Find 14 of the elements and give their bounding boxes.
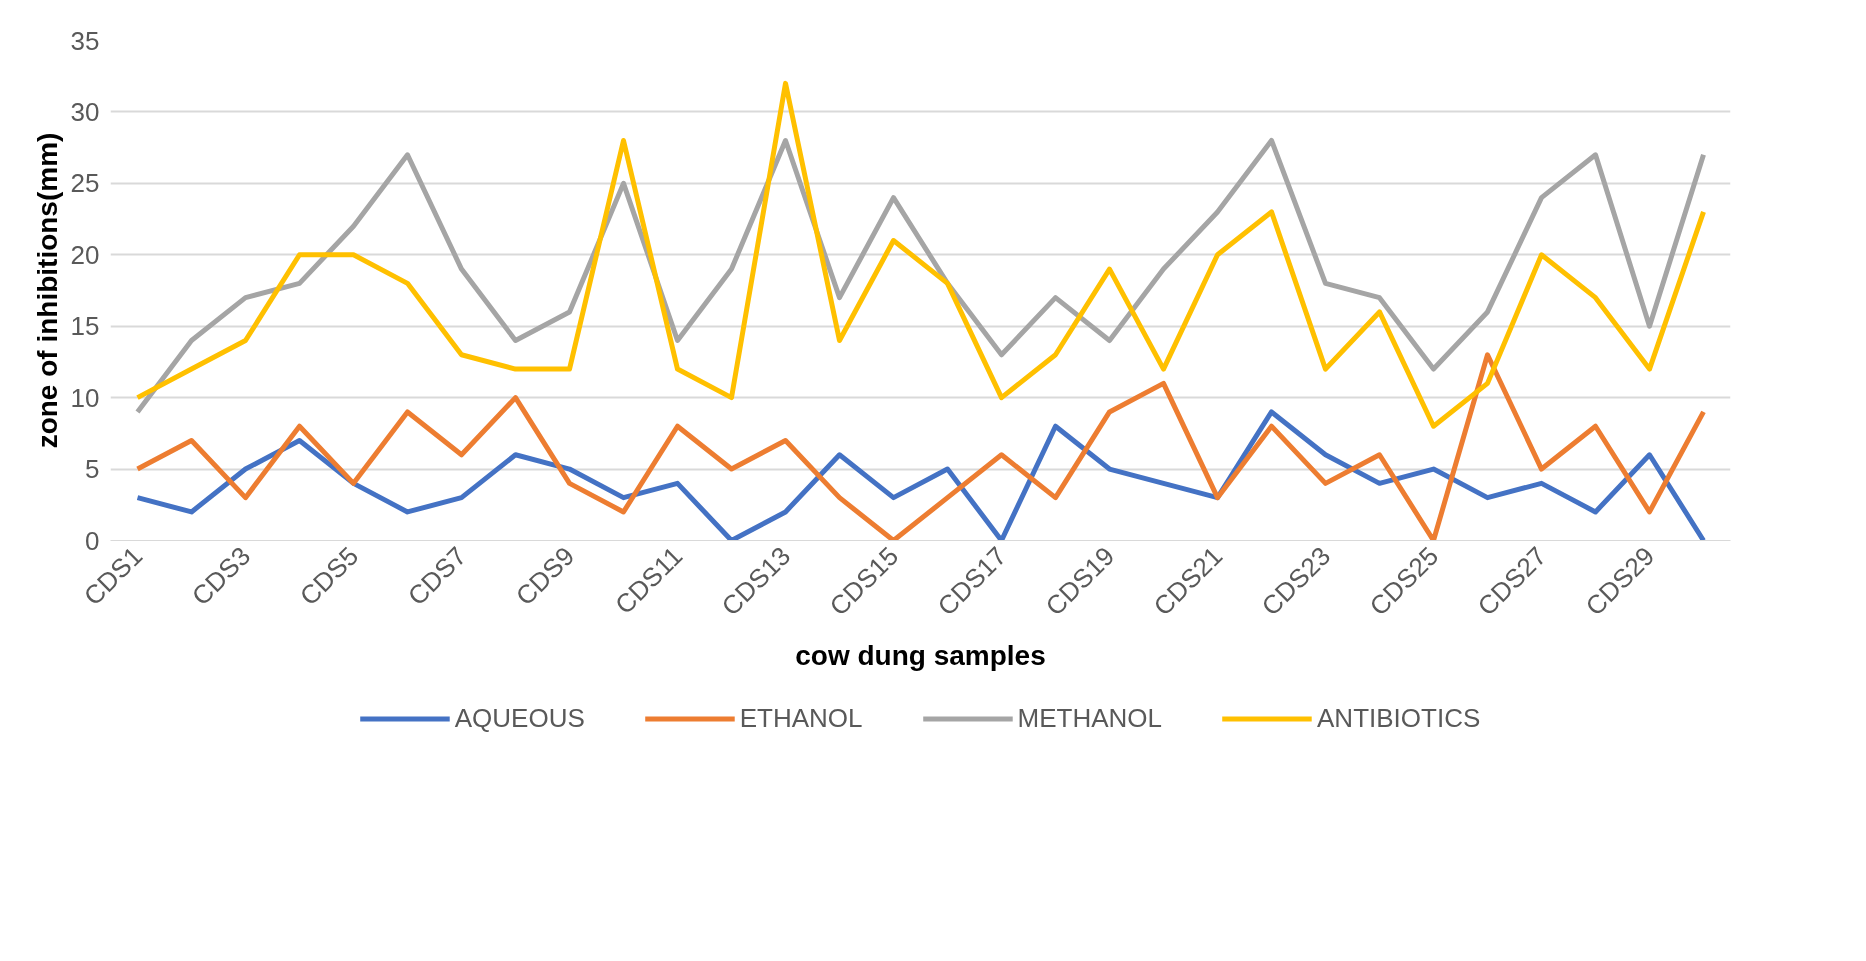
legend-label: AQUEOUS — [454, 702, 585, 734]
y-tick-label: 5 — [85, 454, 100, 485]
y-tick-label: 0 — [85, 525, 100, 556]
y-tick-label: 35 — [70, 25, 100, 56]
x-axis-title: cow dung samples — [795, 639, 1046, 671]
legend-label: ETHANOL — [739, 702, 863, 734]
y-tick-label: 25 — [70, 168, 100, 199]
legend-label: METHANOL — [1017, 702, 1163, 734]
legend-label: ANTIBIOTICS — [1317, 702, 1481, 734]
y-axis-title: zone of inhibitions(mm) — [31, 132, 63, 449]
y-tick-label: 10 — [70, 382, 100, 413]
y-tick-label: 15 — [70, 311, 100, 342]
y-tick-label: 30 — [70, 96, 100, 127]
y-tick-label: 20 — [70, 239, 100, 270]
